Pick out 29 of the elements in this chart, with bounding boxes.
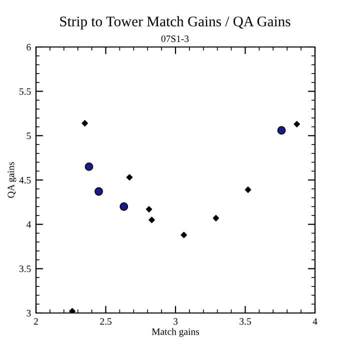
y-tick-label: 5.5 — [20, 88, 31, 95]
point — [94, 187, 103, 196]
x-tick-label: 2 — [34, 318, 38, 325]
chart-title: Strip to Tower Match Gains / QA Gains — [60, 16, 290, 30]
y-tick-label: 4.5 — [19, 176, 31, 184]
point — [180, 232, 188, 238]
y-axis-title: QA gains — [8, 162, 16, 198]
point — [294, 120, 300, 128]
x-axis-title: Match gains — [152, 328, 200, 337]
point — [212, 214, 220, 222]
point — [126, 174, 133, 181]
y-tick-label: 4 — [26, 221, 31, 228]
x-tick-label: 3 — [174, 318, 178, 325]
y-tick-label: 6 — [26, 44, 31, 50]
point — [277, 126, 286, 135]
y-tick-label: 5 — [26, 132, 31, 140]
x-tick-label: 4 — [312, 318, 318, 325]
point — [84, 162, 94, 171]
point — [82, 120, 88, 126]
x-tick-label: 2.5 — [100, 318, 112, 325]
point — [244, 186, 252, 193]
point — [146, 206, 152, 212]
point — [120, 202, 128, 211]
point — [69, 308, 76, 313]
y-tick-label: 3 — [26, 310, 31, 316]
y-tick-label: 3.5 — [19, 266, 31, 272]
x-tick-label: 3.5 — [240, 318, 251, 325]
chart-subtitle: 07S1-3 — [161, 36, 189, 42]
point — [148, 216, 155, 224]
